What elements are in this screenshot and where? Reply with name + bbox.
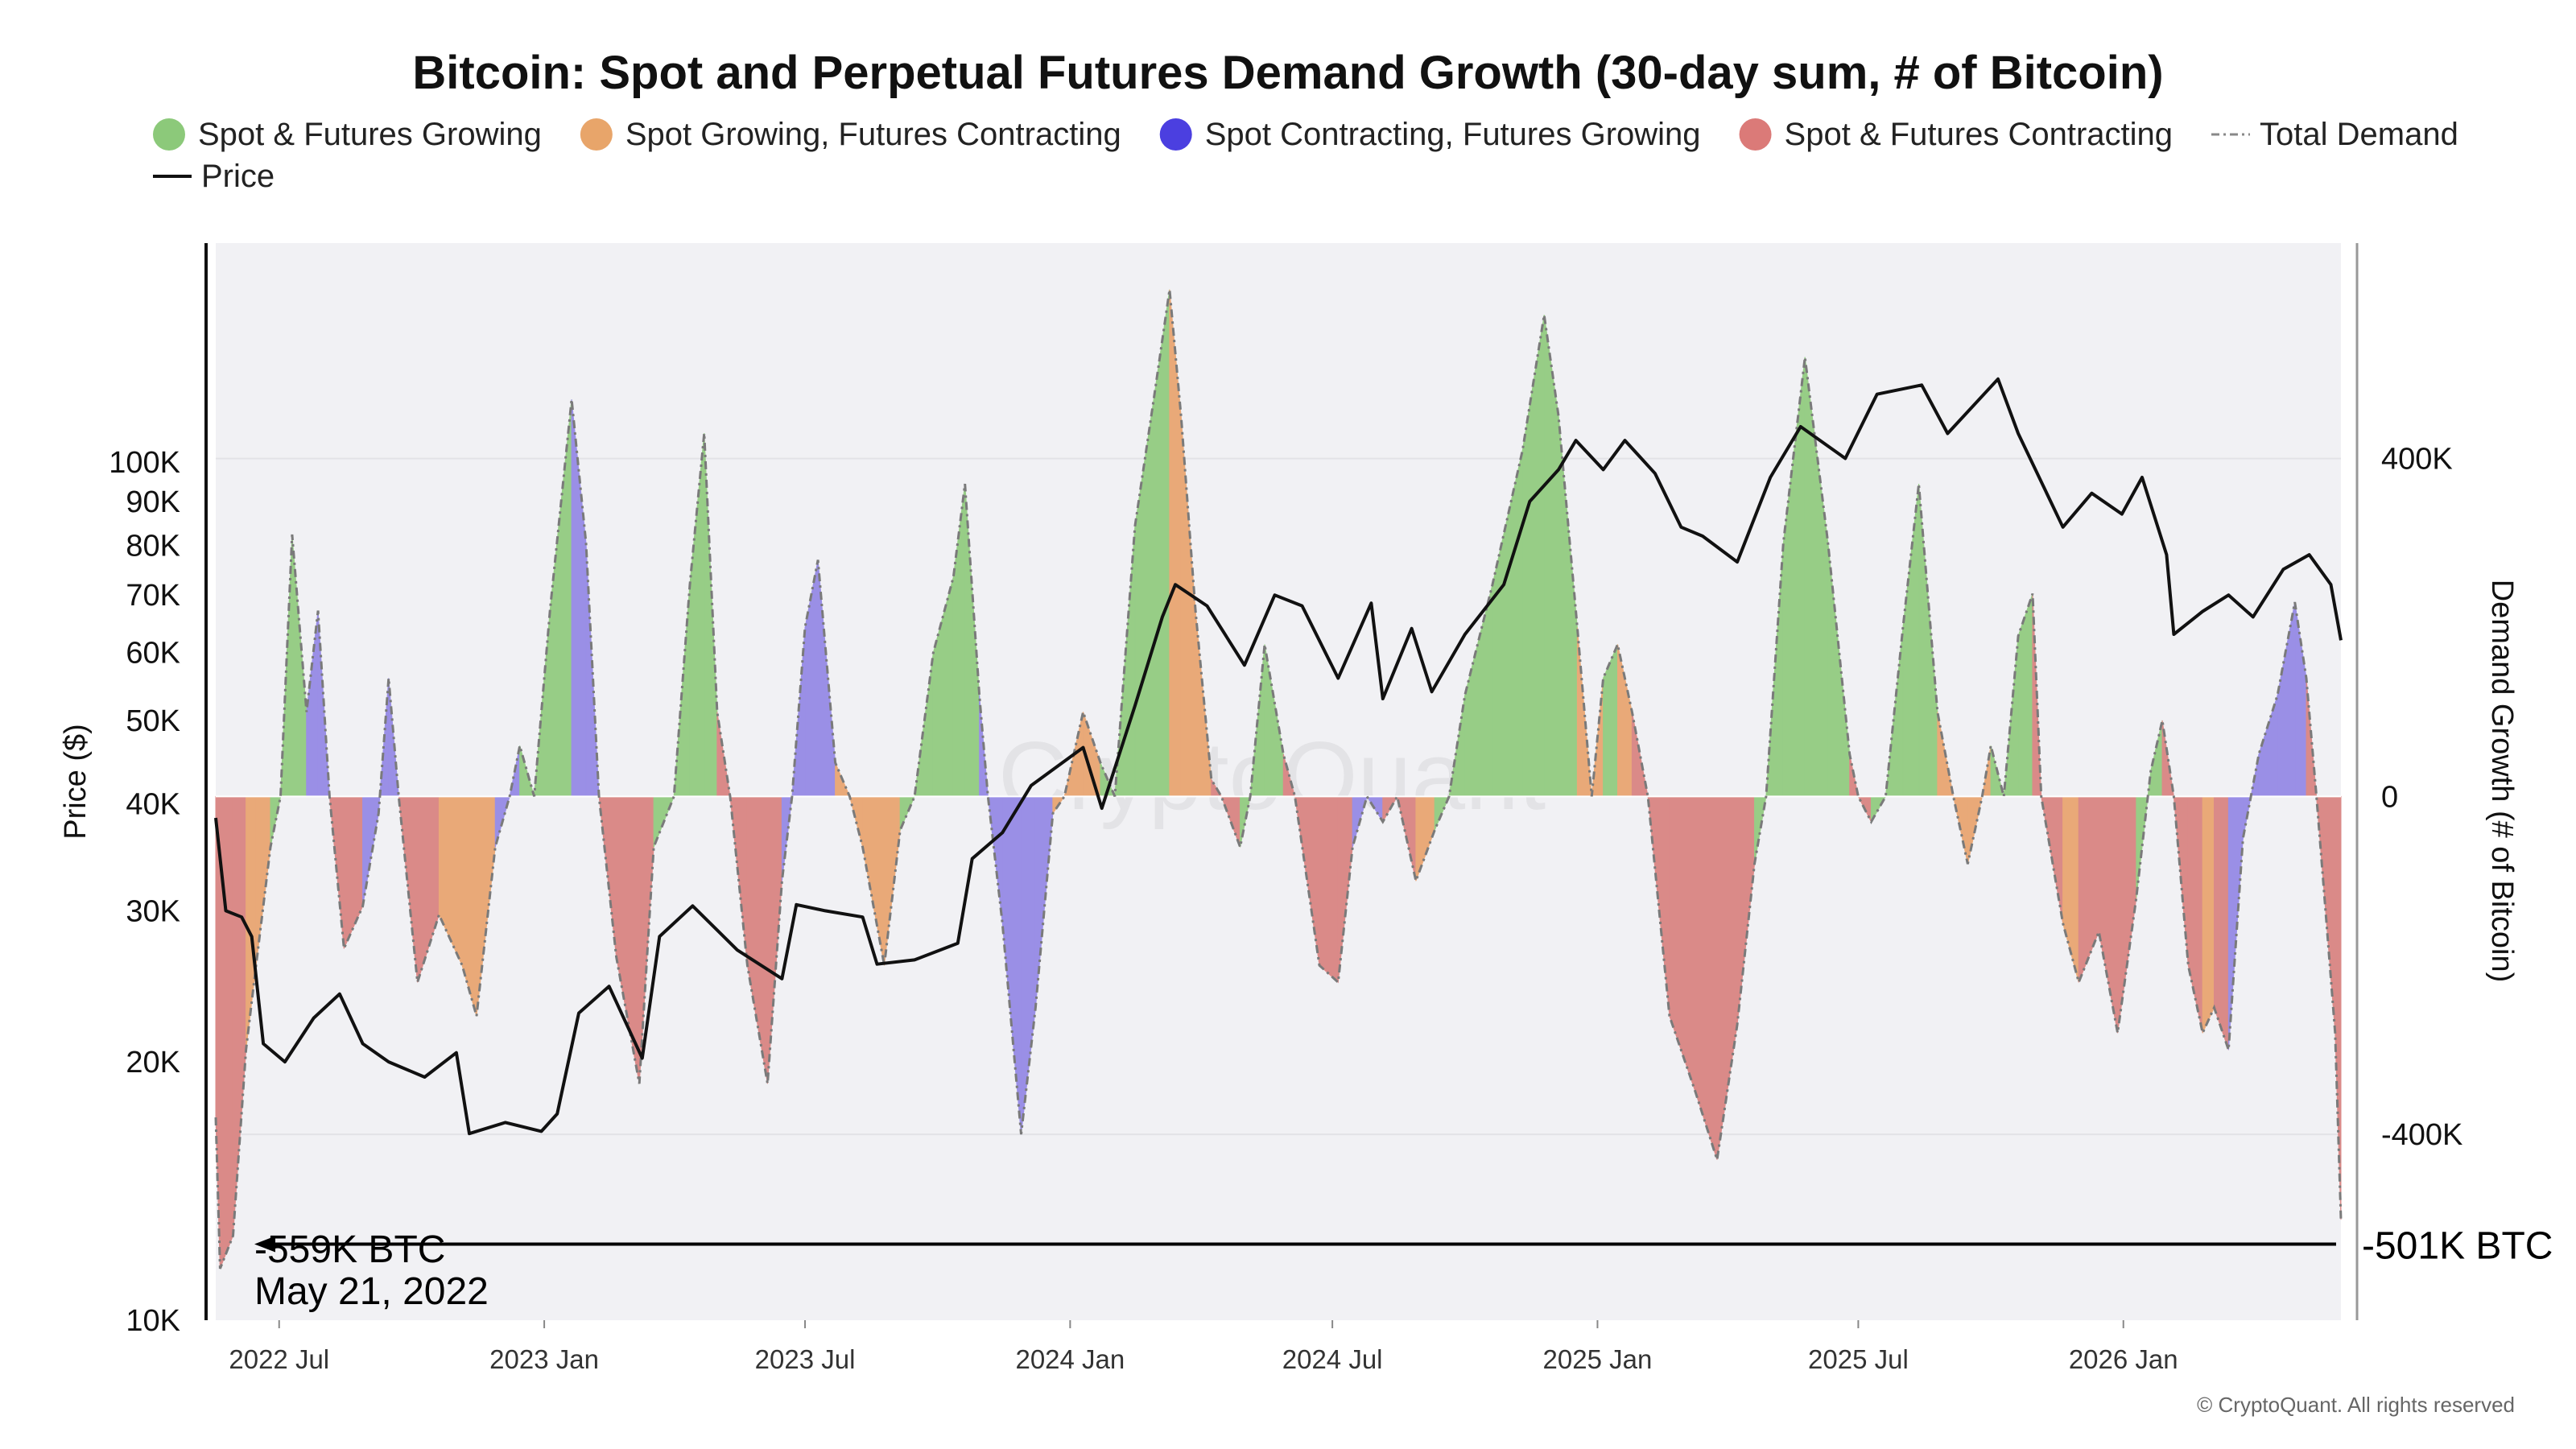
legend-label-orange: Spot Growing, Futures Contracting <box>625 117 1121 152</box>
annotation-left-date: May 21, 2022 <box>254 1270 489 1313</box>
chart-title: Bitcoin: Spot and Perpetual Futures Dema… <box>412 47 2163 99</box>
left-tick-label-7: 80K <box>126 529 180 563</box>
annotation: -559K BTC May 21, 2022 -501K BTC <box>254 1225 2553 1313</box>
legend-label-price: Price <box>201 159 275 194</box>
left-tick-label-1: 20K <box>126 1046 180 1080</box>
legend-item-total[interactable]: Total Demand <box>2211 117 2458 152</box>
demand-area-73 <box>1319 795 1339 984</box>
legend-marker-red <box>1739 118 1772 151</box>
x-tick-label-2: 2023 Jul <box>755 1344 856 1374</box>
left-tick-label-3: 40K <box>126 787 180 821</box>
price-line <box>214 377 2343 1136</box>
legend-label-red: Spot & Futures Contracting <box>1785 117 2173 152</box>
credit-text: © CryptoQuant. All rights reserved <box>2197 1393 2515 1417</box>
legend-item-green[interactable]: Spot & Futures Growing <box>153 117 542 152</box>
x-tick-label-7: 2026 Jan <box>2069 1344 2178 1374</box>
left-tick-label-4: 50K <box>126 704 180 738</box>
x-tick-label-4: 2024 Jul <box>1282 1344 1383 1374</box>
x-axis-ticks: 2022 Jul 2023 Jan 2023 Jul 2024 Jan 2024 Jul… <box>229 1320 2178 1374</box>
annotation-arrow-head <box>254 1236 275 1253</box>
legend: Spot & Futures Growing Spot Growing, Futu… <box>153 117 2458 194</box>
legend-label-green: Spot & Futures Growing <box>198 117 542 152</box>
x-tick-label-5: 2025 Jan <box>1543 1344 1653 1374</box>
x-tick-label-0: 2022 Jul <box>229 1344 329 1374</box>
left-tick-label-5: 60K <box>126 637 180 671</box>
demand-area-126 <box>2202 795 2215 1034</box>
x-tick-label-1: 2023 Jan <box>489 1344 599 1374</box>
legend-label-blue: Spot Contracting, Futures Growing <box>1205 117 1701 152</box>
left-tick-label-6: 70K <box>126 579 180 613</box>
legend-marker-green <box>153 118 185 151</box>
left-axis-ticks: 10K 20K 30K 40K 50K 60K 70K 80K 90K 100K <box>109 446 180 1338</box>
left-tick-label-9: 100K <box>109 446 180 480</box>
right-tick-label-0: 400K <box>2381 443 2453 477</box>
legend-marker-blue <box>1159 118 1192 151</box>
x-tick-label-3: 2024 Jan <box>1015 1344 1125 1374</box>
right-tick-label-2: -400K <box>2381 1118 2462 1152</box>
demand-areas <box>215 289 2342 1269</box>
legend-item-blue[interactable]: Spot Contracting, Futures Growing <box>1159 117 1701 152</box>
x-tick-label-6: 2025 Jul <box>1808 1344 1909 1374</box>
right-axis-ticks: 400K 0 -400K <box>2381 443 2462 1153</box>
legend-marker-orange <box>580 118 613 151</box>
annotation-left-value: -559K BTC <box>254 1228 445 1271</box>
left-tick-label-2: 30K <box>126 894 180 928</box>
left-tick-label-0: 10K <box>126 1304 180 1338</box>
right-tick-label-1: 0 <box>2381 780 2398 814</box>
legend-item-red[interactable]: Spot & Futures Contracting <box>1739 117 2173 152</box>
legend-label-total: Total Demand <box>2260 117 2458 152</box>
right-axis-title: Demand Growth (# of Bitcoin) <box>2485 580 2519 983</box>
left-axis-title: Price ($) <box>59 724 93 840</box>
legend-item-orange[interactable]: Spot Growing, Futures Contracting <box>580 117 1121 152</box>
annotation-right-value: -501K BTC <box>2362 1225 2553 1268</box>
legend-item-price[interactable]: Price <box>153 159 275 194</box>
total-demand-line <box>214 289 2343 1269</box>
left-tick-label-8: 90K <box>126 485 180 519</box>
